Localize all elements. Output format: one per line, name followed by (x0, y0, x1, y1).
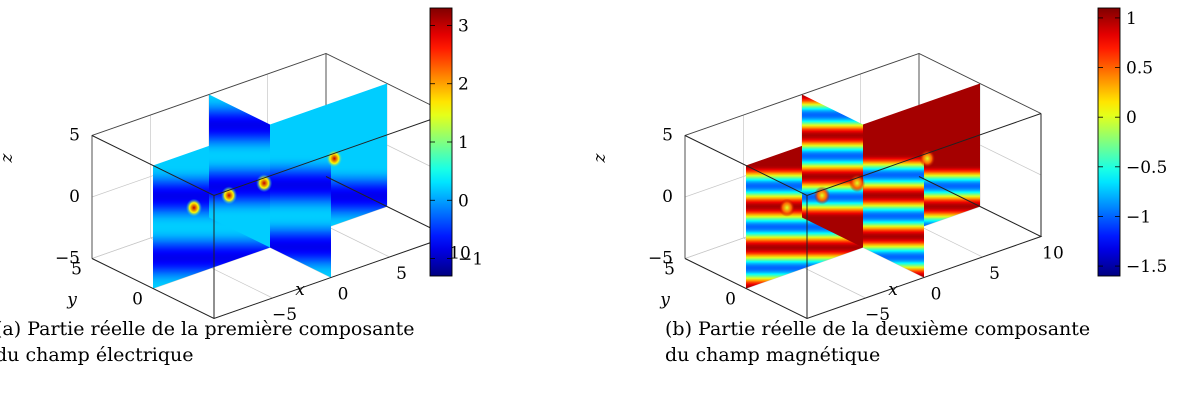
field-spot (849, 174, 866, 193)
y-axis-label: y (659, 290, 670, 310)
y-tick-label: −5 (179, 320, 204, 321)
field-spot (326, 149, 343, 168)
x-tick-label: 0 (931, 285, 942, 305)
caption-b: (b) Partie réelle de la deuxième composa… (665, 316, 1090, 368)
colorbar-tick-label: 0 (1126, 108, 1137, 128)
slice-x0-front-a (270, 124, 331, 278)
field-spot (778, 198, 795, 217)
spots-a (185, 149, 343, 217)
x-tick-label: −5 (865, 305, 890, 320)
caption-a: (a) Partie réelle de la première composa… (0, 316, 415, 368)
x-tick-label: 5 (989, 264, 1000, 284)
caption-label-b: (b) (665, 318, 692, 340)
spots-b (778, 149, 936, 217)
colorbar-a: −1 0 1 2 3 (429, 7, 483, 277)
y-tick-label: 0 (725, 290, 736, 310)
y-tick-label: 5 (71, 260, 82, 280)
x-tick-label: 5 (396, 264, 407, 284)
slice-x0-back-b (802, 94, 863, 248)
z-tick-label: 0 (69, 187, 80, 207)
x-tick-label: 10 (1042, 244, 1064, 264)
caption-line2-a: du champ électrique (0, 344, 194, 366)
colorbar-tick-label: 2 (458, 75, 469, 95)
z-axis-label: z (0, 152, 17, 163)
field-spot (256, 174, 273, 193)
colorbar-tick-label: −1.5 (1126, 257, 1167, 277)
colorbar-b: −1.5 −1 −0.5 0 0.5 1 (1097, 7, 1167, 277)
colorbar-tick-label: 0.5 (1126, 59, 1153, 79)
field-spot (221, 186, 238, 205)
x-tick-label: 10 (449, 244, 471, 264)
colorbar-tick-label: 3 (458, 16, 469, 36)
colorbar-rect (1097, 7, 1121, 277)
z-axis-label: z (593, 152, 610, 163)
y-tick-label: 5 (664, 260, 675, 280)
box-front-b (684, 113, 1043, 320)
field-spot (185, 198, 202, 217)
slice-x0-front-b (863, 124, 924, 278)
z-tick-label: −5 (55, 249, 80, 269)
colorbar-tick-label: 1 (1126, 9, 1137, 29)
slice-x0-b (802, 94, 924, 278)
y-tick-label: 0 (132, 290, 143, 310)
colorbar-tick-label: −0.5 (1126, 158, 1167, 178)
z-tick-label: 5 (69, 126, 80, 146)
colorbar-tick-label: 1 (458, 133, 469, 153)
z-tick-label: 5 (662, 126, 673, 146)
x-tick-label: 0 (338, 285, 349, 305)
caption-label-a: (a) (0, 318, 22, 340)
colorbar-tick-label: −1 (1126, 207, 1151, 227)
caption-line2-b: du champ magnétique (665, 344, 881, 366)
colorbar-tick-label: 0 (458, 191, 469, 211)
z-tick-label: −5 (648, 249, 673, 269)
y-tick-label: −5 (772, 320, 797, 321)
slice-x0-back-a (209, 94, 270, 248)
caption-line1-b: Partie réelle de la deuxième composante (698, 318, 1091, 340)
x-tick-label: −5 (272, 305, 297, 320)
z-tick-label: 0 (662, 187, 673, 207)
caption-line1-a: Partie réelle de la première composante (27, 318, 415, 340)
field-spot (919, 149, 936, 168)
y-axis-label: y (66, 290, 77, 310)
slice-x0-a (209, 94, 331, 278)
x-axis-label: x (295, 280, 305, 300)
x-axis-label: x (888, 280, 898, 300)
colorbar-tick-label: −1 (458, 250, 483, 270)
field-spot (814, 186, 831, 205)
